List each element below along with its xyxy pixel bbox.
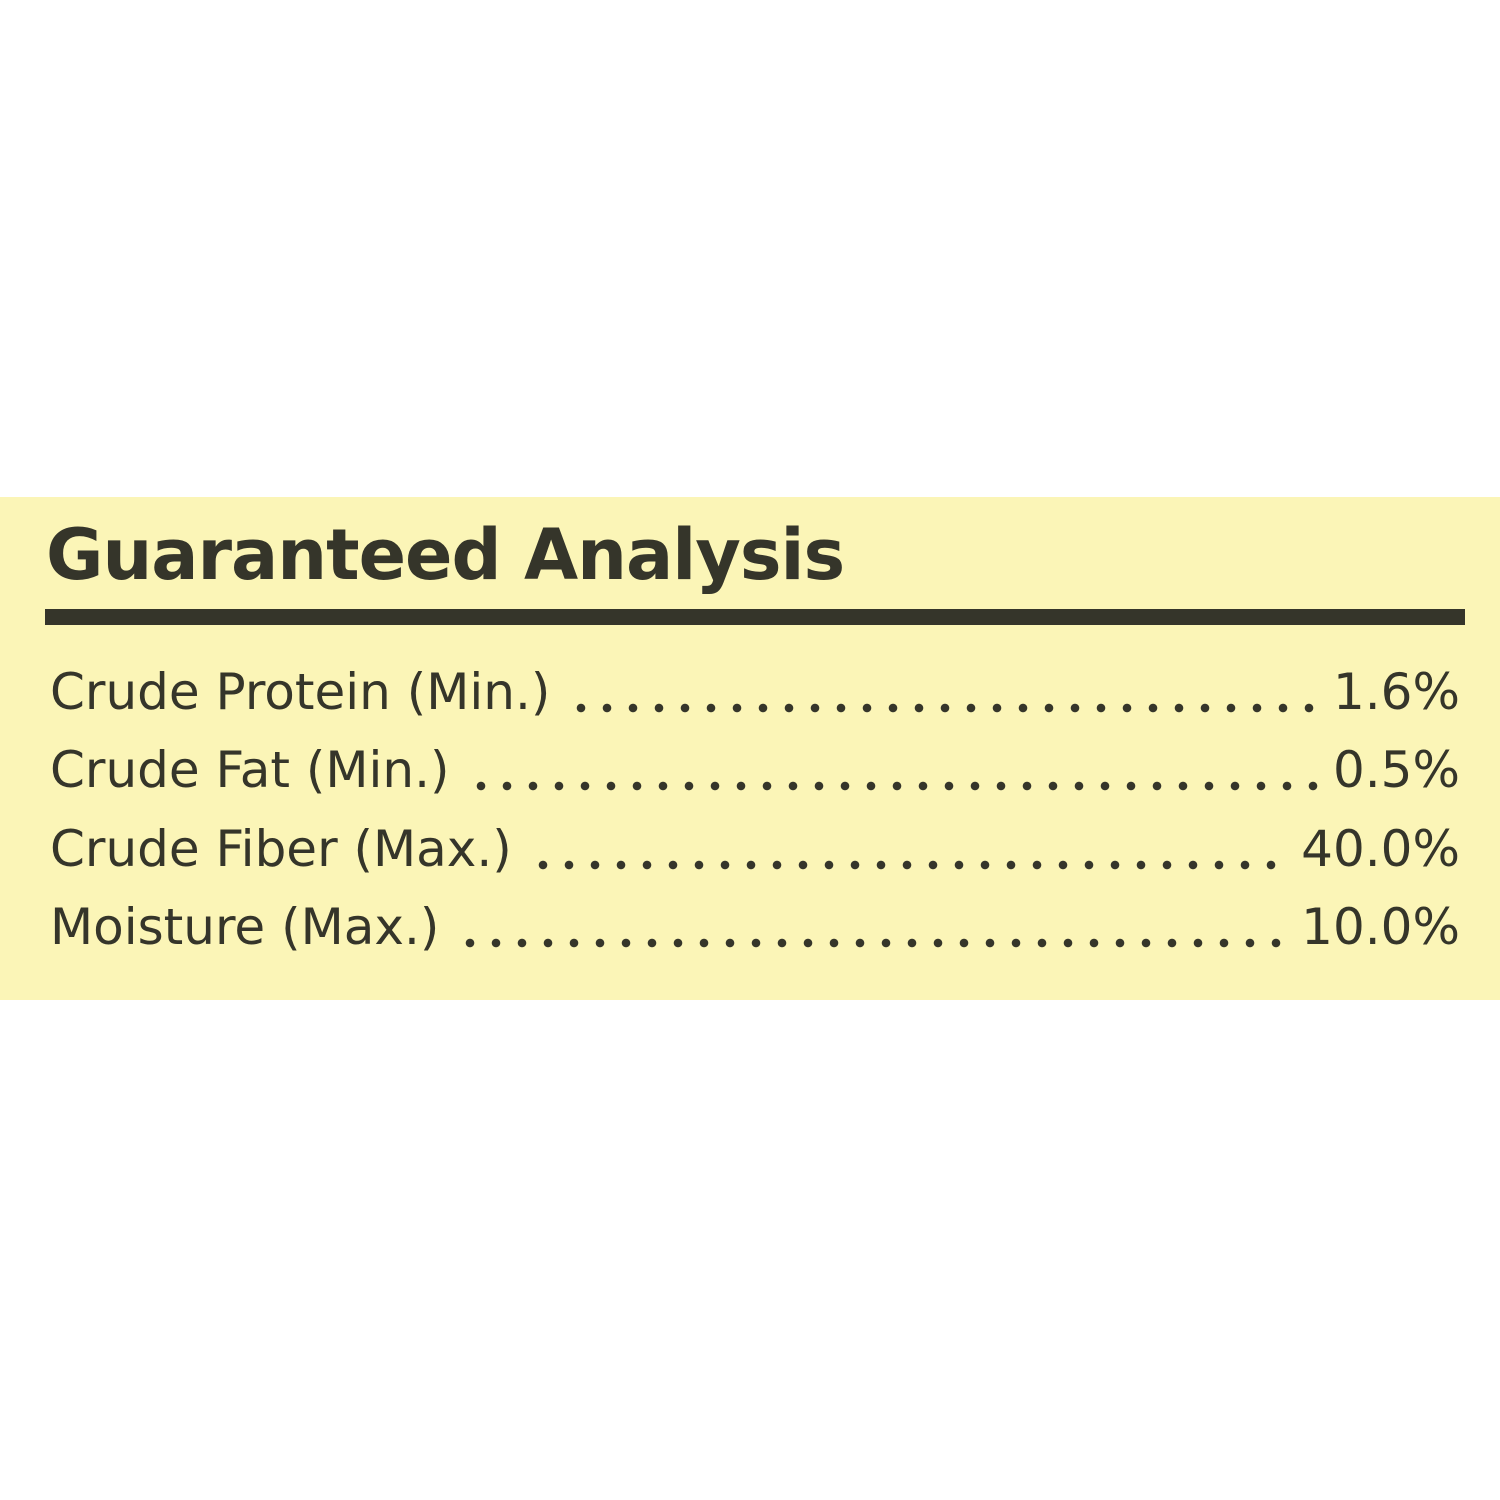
dot-leader: [457, 938, 1292, 948]
guaranteed-analysis-panel: [0, 497, 1500, 1000]
analysis-row-moisture: Moisture (Max.) 10.0%: [50, 884, 1460, 963]
analysis-list: Crude Protein (Min.) 1.6% Crude Fat (Min…: [50, 648, 1460, 962]
row-value: 40.0%: [1301, 819, 1460, 878]
panel-title: Guaranteed Analysis: [46, 514, 845, 596]
analysis-row-crude-protein: Crude Protein (Min.) 1.6%: [50, 648, 1460, 727]
row-value: 1.6%: [1332, 662, 1460, 721]
row-label: Crude Fiber (Max.): [50, 819, 512, 878]
title-divider: [45, 609, 1465, 625]
row-value: 10.0%: [1301, 898, 1460, 956]
row-label: Moisture (Max.): [50, 898, 440, 956]
dot-leader: [568, 702, 1323, 713]
row-label: Crude Fat (Min.): [50, 741, 450, 799]
dot-leader: [467, 781, 1323, 791]
row-label: Crude Protein (Min.): [50, 662, 551, 721]
analysis-row-crude-fat: Crude Fat (Min.) 0.5%: [50, 727, 1460, 806]
dot-leader: [529, 859, 1292, 870]
analysis-row-crude-fiber: Crude Fiber (Max.) 40.0%: [50, 805, 1460, 884]
row-value: 0.5%: [1332, 741, 1460, 799]
